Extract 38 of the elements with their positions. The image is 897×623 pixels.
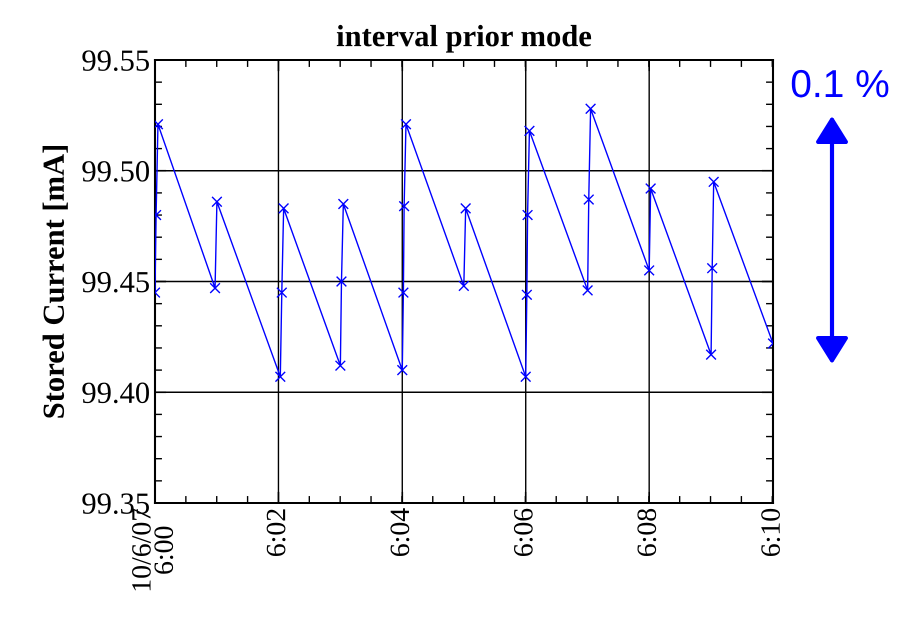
point	[398, 200, 410, 212]
y-tick-label: 99.50	[82, 161, 149, 182]
point	[645, 182, 656, 194]
point	[524, 125, 535, 136]
point	[582, 284, 594, 296]
point	[521, 289, 532, 300]
y-tick-label: 99.40	[82, 382, 149, 404]
point	[706, 262, 718, 274]
point	[396, 364, 408, 376]
point	[334, 360, 346, 372]
x-tick-label: 6:10	[761, 508, 780, 556]
chart-title: interval prior mode	[336, 24, 592, 53]
point	[460, 202, 472, 214]
point	[644, 264, 655, 276]
point	[210, 282, 221, 294]
y-tick-label: 99.45	[82, 272, 149, 293]
point	[708, 176, 720, 188]
x-tick-label: 6:04	[390, 508, 410, 556]
point	[336, 276, 348, 288]
text: 0.1 %	[792, 70, 888, 98]
x-tick-label: 6:02	[266, 509, 286, 556]
point	[458, 280, 470, 292]
point	[522, 209, 534, 221]
point	[211, 196, 222, 208]
point	[585, 103, 596, 114]
point	[706, 349, 717, 360]
y-axis-title: Stored Current [mA]	[42, 146, 68, 418]
y-tick-label: 99.55	[82, 50, 149, 72]
point	[583, 194, 594, 206]
x-tick-label: 6:06	[514, 508, 533, 556]
point	[278, 202, 290, 214]
point	[338, 198, 349, 210]
point	[400, 118, 412, 130]
point	[398, 287, 409, 298]
point	[276, 287, 288, 298]
point	[274, 371, 286, 382]
x-tick-label: 6:08	[637, 508, 656, 556]
point	[520, 371, 532, 382]
